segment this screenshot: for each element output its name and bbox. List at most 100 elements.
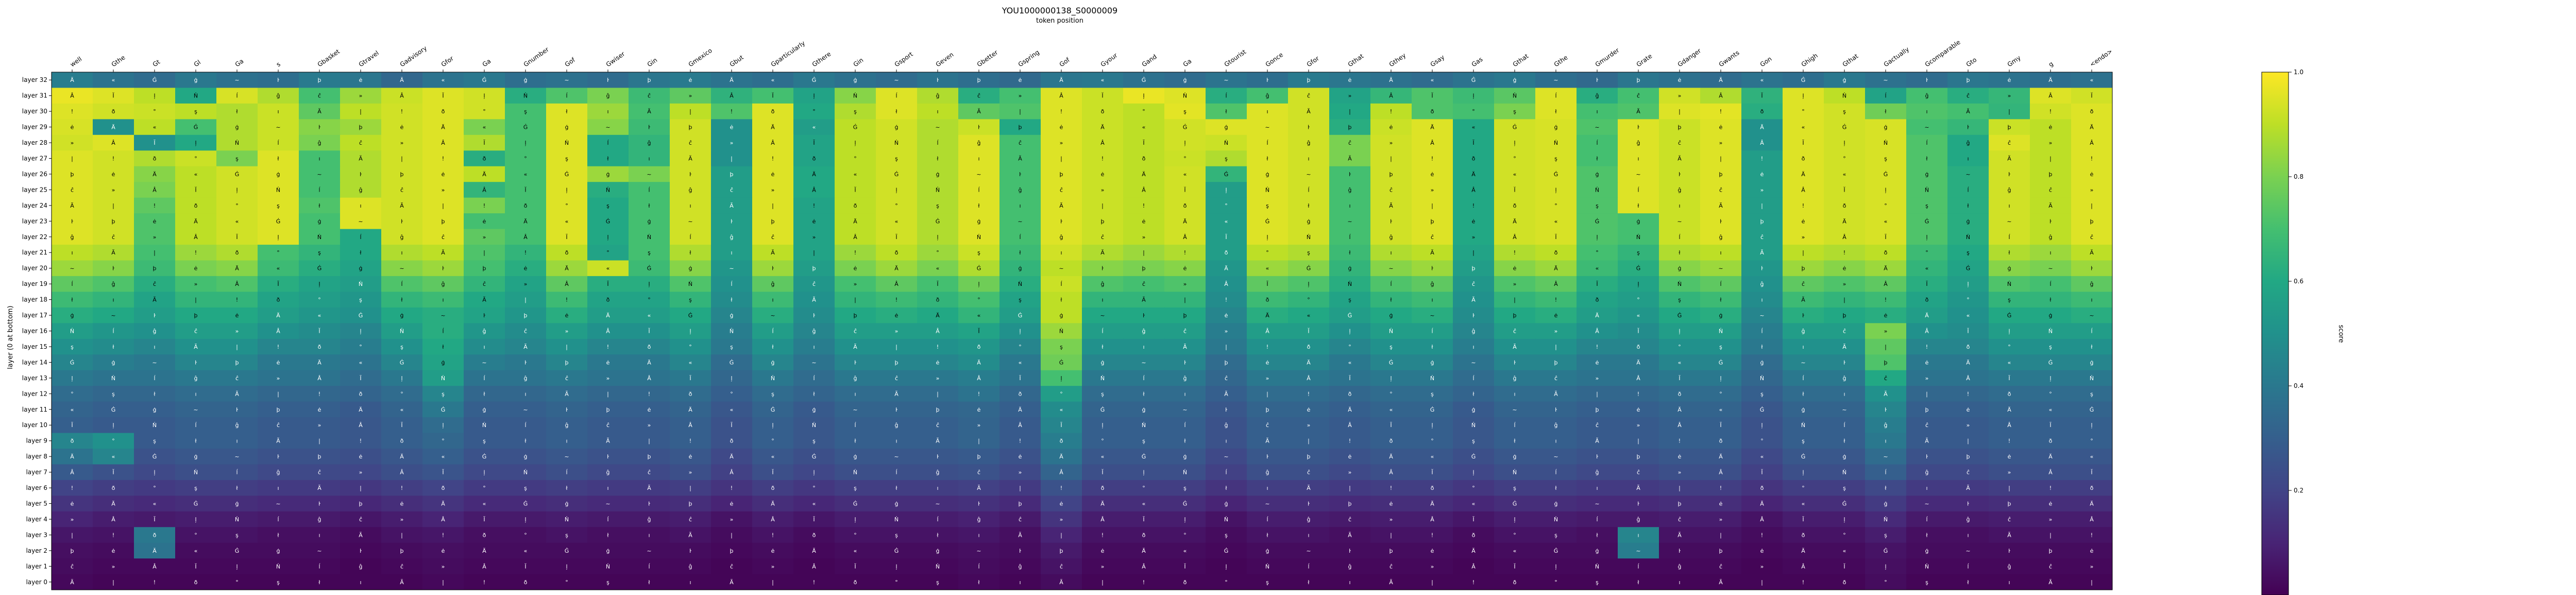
cell-token-label: »	[1802, 234, 1805, 241]
cell-token-label: ŀ	[731, 218, 733, 225]
cell-token-label: Ń	[317, 234, 321, 241]
cell-token-label: ı	[813, 344, 815, 350]
cell-token-label: ė	[1060, 501, 1063, 507]
heatmap-cell	[958, 119, 1000, 135]
cell-token-label: ş	[689, 297, 692, 303]
cell-token-label: ĝ	[524, 375, 528, 382]
cell-token-label: |	[1431, 202, 1433, 209]
cell-token-label: Â	[523, 234, 528, 241]
cell-token-label: ð	[1596, 297, 1599, 303]
cell-token-label: Ń	[1100, 375, 1105, 382]
x-tick-label: Gof	[564, 56, 577, 69]
cell-token-label: |	[1843, 297, 1845, 303]
cell-token-label: «	[1843, 548, 1846, 554]
cell-token-label: þ	[648, 453, 651, 460]
cell-token-label: ĉ	[112, 234, 115, 241]
x-tick-label: Gbetter	[976, 49, 999, 69]
heatmap-cell	[1206, 88, 1247, 104]
cell-token-label: Â	[276, 328, 280, 335]
cell-token-label: ş	[1431, 390, 1434, 397]
cell-token-label: ~	[1595, 124, 1599, 131]
cell-token-label: ė	[1225, 312, 1228, 319]
heatmap-cell	[1906, 119, 1948, 135]
cell-token-label: ĉ	[194, 328, 197, 335]
heatmap-cell	[134, 134, 176, 151]
cell-token-label: »	[442, 563, 445, 570]
cell-token-label: °	[1967, 297, 1970, 303]
cell-token-label: ĝ	[1307, 516, 1311, 523]
heatmap-cell	[958, 197, 1000, 214]
cell-token-label: ı	[772, 297, 773, 303]
cell-token-label: »	[1060, 140, 1063, 146]
cell-token-label: »	[112, 186, 115, 193]
cell-token-label: ĝ	[689, 186, 692, 193]
cell-token-label: Ġ	[276, 218, 281, 225]
cell-token-label: Â	[730, 93, 734, 99]
heatmap-cell	[670, 182, 711, 198]
cell-token-label: !	[813, 579, 815, 586]
cell-token-label: »	[1431, 186, 1434, 193]
cell-token-label: Ġ	[1430, 406, 1435, 413]
cell-token-label: ı	[360, 579, 361, 586]
cell-token-label: Ġ	[1636, 265, 1641, 272]
x-tick-label: <endo>	[2089, 47, 2114, 68]
cell-token-label: ĝ	[1637, 140, 1640, 146]
cell-token-label: þ	[1183, 312, 1187, 319]
cell-token-label: Ġ	[1719, 359, 1723, 366]
cell-token-label: »	[1307, 422, 1311, 429]
heatmap-cell	[1370, 119, 1412, 135]
heatmap-cell	[1989, 119, 2030, 135]
cell-token-label: Ä	[1389, 77, 1393, 83]
cell-token-label: ð	[648, 344, 651, 350]
cell-token-label: ĝ	[359, 186, 363, 193]
cell-token-label: «	[648, 312, 651, 319]
y-tick-label: layer 4	[26, 516, 47, 523]
cell-token-label: ļ	[772, 422, 773, 429]
heatmap-cell	[1577, 182, 1618, 198]
x-tick-label: Gbasket	[316, 48, 342, 69]
cell-token-label: |	[2008, 485, 2010, 491]
heatmap-cell	[1989, 150, 2030, 167]
heatmap-cell	[1783, 213, 1824, 230]
heatmap-cell	[711, 72, 753, 88]
cell-token-label: ļ	[1555, 563, 1556, 570]
cell-token-label: |	[1555, 344, 1557, 350]
cell-token-label: ĉ	[2090, 234, 2093, 241]
heatmap-cell	[1989, 134, 2030, 151]
cell-token-label: ŀ	[895, 406, 897, 413]
heatmap-cell	[1453, 150, 1495, 167]
heatmap-cell	[1082, 213, 1124, 230]
cell-token-label: |	[277, 390, 279, 397]
heatmap-cell	[1659, 166, 1701, 182]
cell-token-label: þ	[1925, 406, 1929, 413]
cell-token-label: ģ	[1843, 77, 1846, 83]
cell-token-label: ĉ	[1431, 234, 1434, 241]
heatmap-cell	[1700, 72, 1742, 88]
cell-token-label: ð	[442, 485, 445, 491]
cell-token-label: ð	[1967, 344, 1970, 350]
cell-token-label: ð	[524, 202, 528, 209]
cell-token-label: ð	[483, 532, 486, 538]
cell-token-label: ļ	[277, 234, 279, 241]
cell-token-label: «	[1678, 359, 1682, 366]
heatmap-cell	[2030, 72, 2072, 88]
cell-token-label: ŀ	[318, 501, 320, 507]
cell-token-label: °	[194, 156, 197, 162]
cell-token-label: !	[1472, 579, 1475, 586]
cell-token-label: |	[813, 249, 815, 256]
heatmap-cell	[1659, 213, 1701, 230]
cell-token-label: Ä	[482, 171, 486, 178]
cell-token-label: «	[1348, 359, 1352, 366]
heatmap-cell	[1906, 213, 1948, 230]
cell-token-label: |	[318, 438, 320, 445]
cell-token-label: ģ	[1760, 359, 1764, 366]
cell-token-label: ŀ	[1266, 77, 1268, 83]
heatmap-cell	[1288, 88, 1330, 104]
cell-token-label: ð	[71, 438, 74, 445]
heatmap-cell	[1370, 150, 1412, 167]
heatmap-cell	[1577, 88, 1618, 104]
cell-token-label: ş	[1266, 579, 1269, 586]
cell-token-label: ĝ	[977, 516, 981, 523]
cell-token-label: ~	[1306, 171, 1311, 178]
cell-token-label: !	[1184, 249, 1186, 256]
